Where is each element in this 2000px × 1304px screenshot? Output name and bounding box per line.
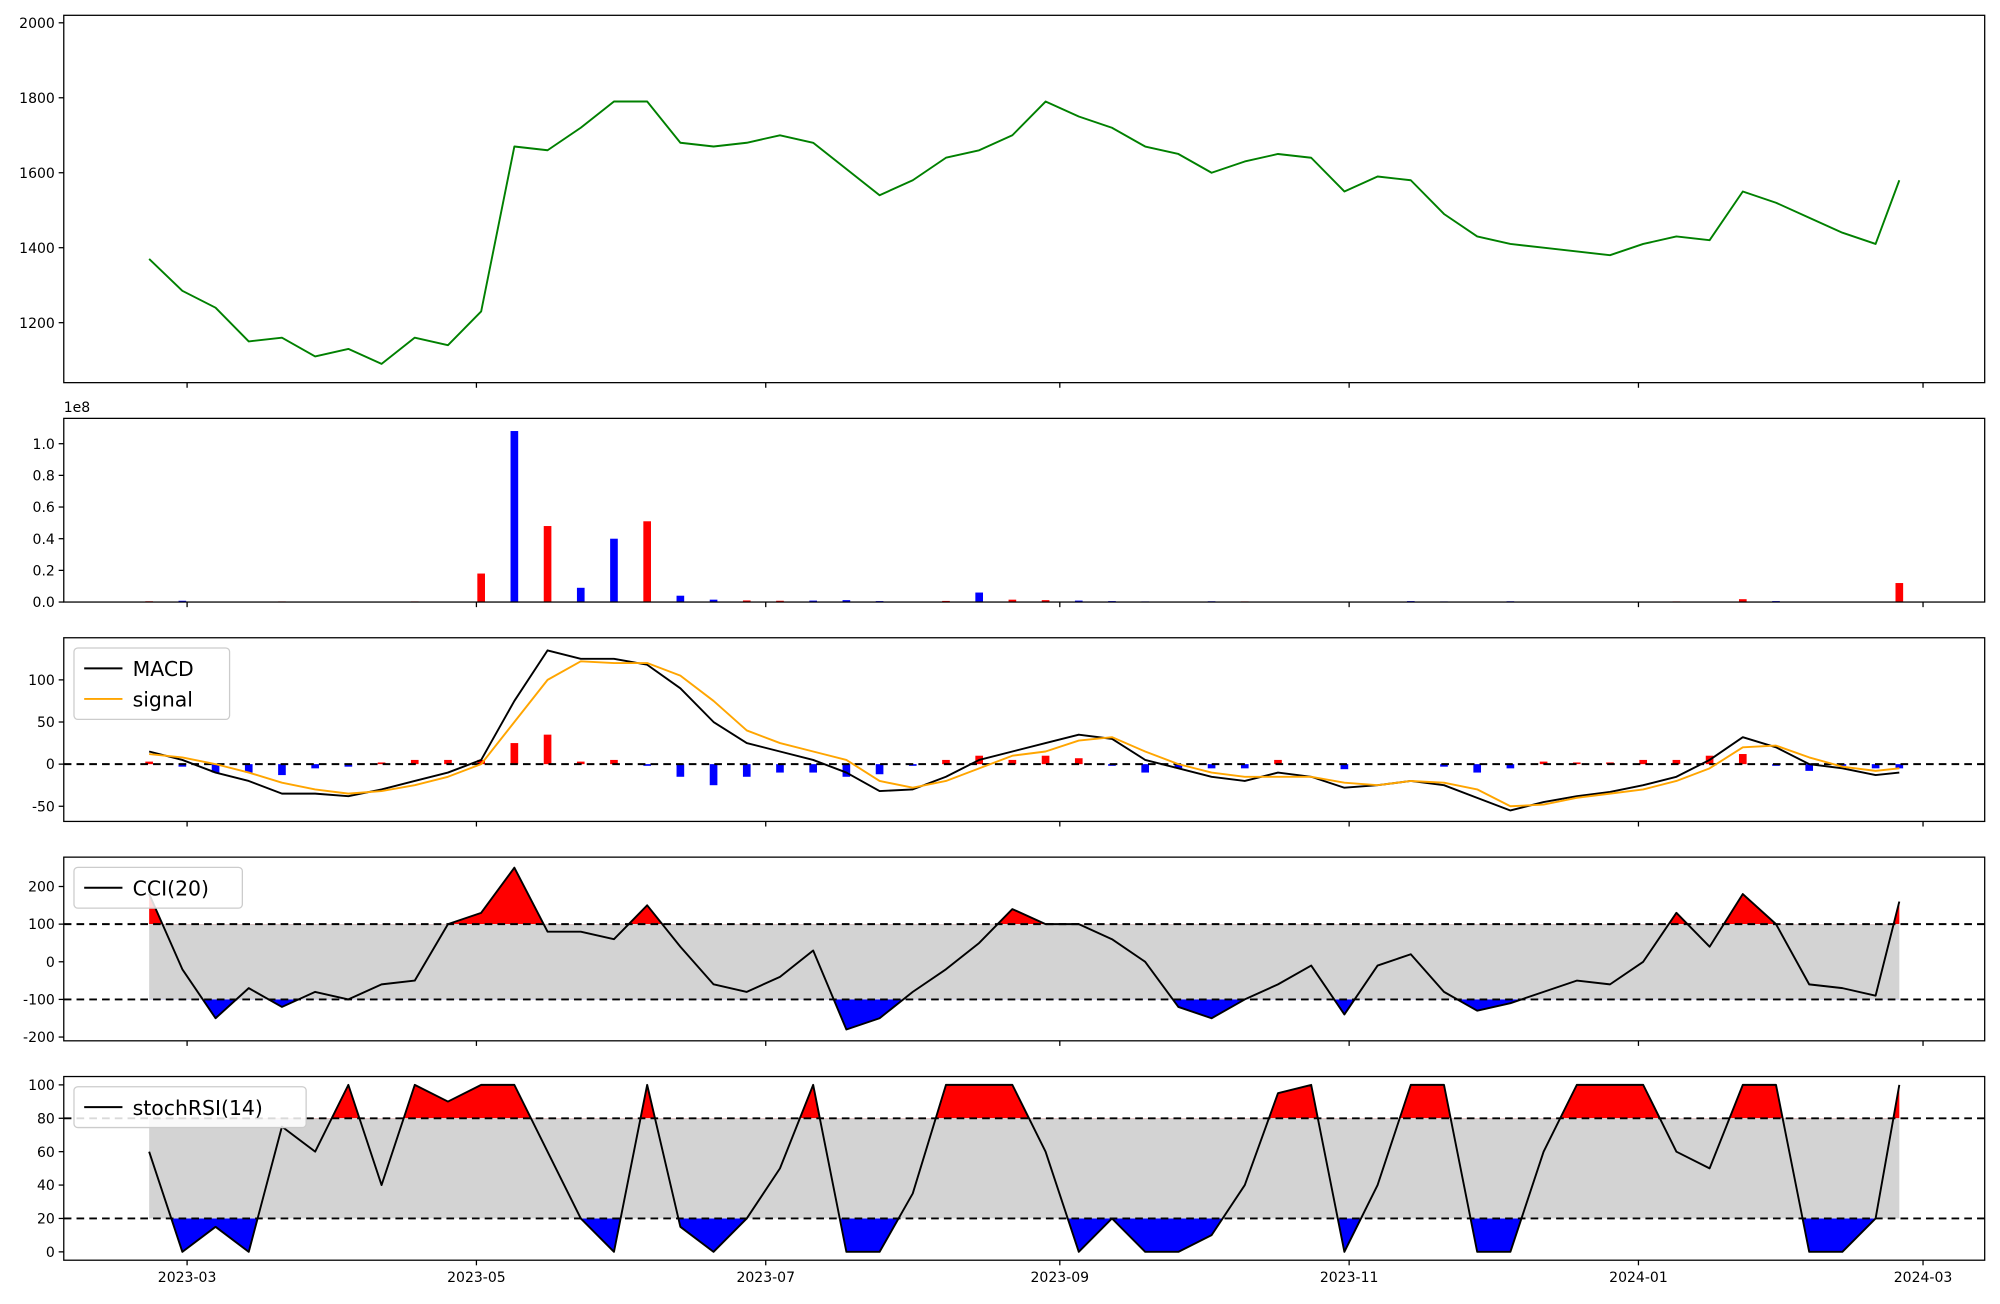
panel-background xyxy=(64,15,1985,382)
legend-label: signal xyxy=(133,688,193,712)
y-tick-label: 0 xyxy=(46,757,55,773)
y-tick-label: 1.0 xyxy=(33,437,55,453)
x-tick-label: 2023-03 xyxy=(158,1270,217,1286)
y-tick-label: 40 xyxy=(37,1178,55,1194)
y-tick-label: 200 xyxy=(28,880,55,896)
y-tick-label: -100 xyxy=(23,993,55,1009)
histogram-bar xyxy=(876,764,884,774)
histogram-bar xyxy=(743,764,751,777)
histogram-bar xyxy=(278,764,286,775)
volume-bar xyxy=(511,431,519,602)
histogram-bar xyxy=(1473,764,1481,772)
histogram-bar xyxy=(544,735,552,764)
histogram-bar xyxy=(776,764,784,772)
volume-bar xyxy=(477,574,485,603)
y-tick-label: 50 xyxy=(37,715,55,731)
x-tick-label: 2023-07 xyxy=(736,1270,795,1286)
y-tick-label: 0 xyxy=(46,1245,55,1261)
y-tick-label: 1400 xyxy=(19,241,55,257)
y-tick-label: 0.2 xyxy=(33,563,55,579)
y-tick-label: 60 xyxy=(37,1145,55,1161)
histogram-bar xyxy=(1042,756,1050,764)
volume-bar xyxy=(975,593,983,603)
x-tick-label: 2023-05 xyxy=(447,1270,506,1286)
histogram-bar xyxy=(1739,754,1747,764)
y-tick-label: 0.4 xyxy=(33,532,55,548)
histogram-bar xyxy=(710,764,718,785)
y-tick-label: 0.0 xyxy=(33,595,55,611)
y-tick-label: -50 xyxy=(32,799,55,815)
histogram-bar xyxy=(1141,764,1149,772)
y-tick-label: 100 xyxy=(28,1078,55,1094)
neutral-band xyxy=(149,924,1899,999)
y-tick-label: 2000 xyxy=(19,16,55,32)
legend-label: stochRSI(14) xyxy=(133,1096,263,1120)
histogram-bar xyxy=(677,764,685,777)
volume-bar xyxy=(677,596,685,602)
histogram-bar xyxy=(511,743,519,764)
legend-label: CCI(20) xyxy=(133,876,209,900)
legend-label: MACD xyxy=(133,657,194,681)
y-tick-label: 1200 xyxy=(19,316,55,332)
y-tick-label: 0.6 xyxy=(33,500,55,516)
y-tick-label: 0.8 xyxy=(33,468,55,484)
neutral-band xyxy=(149,1118,1899,1218)
y-tick-label: -200 xyxy=(23,1030,55,1046)
volume-bar xyxy=(544,526,552,602)
x-tick-label: 2024-01 xyxy=(1609,1270,1668,1286)
volume-bar xyxy=(610,539,618,602)
volume-bar xyxy=(1895,583,1903,602)
y-tick-label: 100 xyxy=(28,917,55,933)
histogram-bar xyxy=(809,764,817,772)
volume-bar xyxy=(577,588,585,602)
y-tick-label: 1600 xyxy=(19,166,55,182)
x-tick-label: 2023-09 xyxy=(1031,1270,1090,1286)
panel-background xyxy=(64,418,1985,602)
volume-bar xyxy=(643,521,651,602)
y-tick-label: 80 xyxy=(37,1111,55,1127)
y-tick-label: 0 xyxy=(46,955,55,971)
y-tick-label: 20 xyxy=(37,1212,55,1228)
y-tick-label: 100 xyxy=(28,673,55,689)
x-tick-label: 2024-03 xyxy=(1894,1270,1953,1286)
y-offset-label: 1e8 xyxy=(64,400,90,416)
y-tick-label: 1800 xyxy=(19,91,55,107)
x-tick-label: 2023-11 xyxy=(1320,1270,1379,1286)
